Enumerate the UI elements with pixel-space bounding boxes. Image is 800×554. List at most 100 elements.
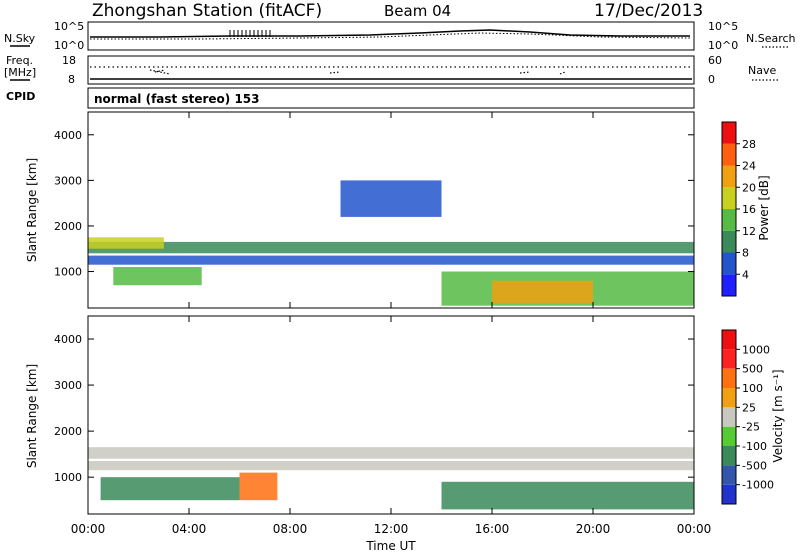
nsearch-label: N.Search [746, 32, 796, 45]
power-colorbar-label: Power [dB] [757, 175, 771, 240]
power-colorbar-tick-label-2: 12 [742, 225, 756, 238]
velocity-colorbar-swatch-6 [722, 368, 736, 388]
power-y-tick-label-1: 2000 [54, 220, 82, 233]
power-colorbar-swatch-5 [722, 165, 736, 188]
x-tick-label-2: 08:00 [273, 522, 308, 536]
velocity-y-tick-label-2: 3000 [54, 379, 82, 392]
power-colorbar-tick-label-4: 20 [742, 181, 756, 194]
power-y-ticks: 1000 2000 3000 4000 [54, 129, 694, 279]
velocity-ylabel: Slant Range [km] [25, 364, 39, 468]
velocity-y-tick-label-1: 2000 [54, 425, 82, 438]
noise-sky-trace [90, 29, 690, 38]
power-colorbar-swatch-0 [722, 274, 736, 297]
velocity-band-1 [88, 447, 694, 459]
velocity-colorbar-swatch-8 [722, 330, 736, 350]
velocity-colorbar-frame [721, 329, 737, 505]
velocity-y-tick-label-0: 1000 [54, 471, 82, 484]
cpid-panel: normal (fast stereo) 153 [87, 87, 695, 109]
nsky-label: N.Sky [4, 32, 36, 45]
velocity-colorbar-tick-label-4: -25 [742, 421, 760, 434]
time-x-ticks: 00:00 04:00 08:00 12:00 16:00 20:00 00:00 [71, 112, 712, 536]
power-colorbar-tick-label-1: 8 [742, 247, 749, 260]
velocity-colorbar-swatch-5 [722, 388, 736, 408]
power-colorbar-swatch-7 [722, 122, 736, 144]
nave-label: Nave [748, 64, 776, 77]
power-band-1 [88, 241, 694, 254]
velocity-panel: Slant Range [km] 1000 2000 3000 4000 1000 50… [25, 315, 785, 515]
velocity-band-4 [441, 481, 694, 510]
power-plot-area [88, 180, 694, 306]
date-label: 17/Dec/2013 [594, 1, 703, 21]
power-colorbar-tick-label-3: 16 [742, 203, 756, 216]
noise-panel-frame [87, 21, 695, 51]
station-title: Zhongshan Station (fitACF) [92, 1, 322, 21]
velocity-colorbar-swatch-1 [722, 465, 736, 485]
x-tick-label-0: 00:00 [71, 522, 106, 536]
freq-panel: 18 8 60 0 [62, 54, 722, 86]
nave-scatter [149, 69, 566, 75]
velocity-band-3 [239, 472, 278, 501]
freq-label: Freq. [6, 54, 33, 67]
velocity-y-ticks: 1000 2000 3000 4000 [54, 333, 694, 484]
velocity-colorbar-swatch-2 [722, 446, 736, 466]
velocity-colorbar-tick-label-7: -1000 [742, 479, 774, 492]
velocity-colorbar-tick-label-1: 500 [742, 363, 763, 376]
power-y-tick-label-0: 1000 [54, 266, 82, 279]
cpid-text: normal (fast stereo) 153 [94, 92, 260, 106]
velocity-colorbar-tick-label-2: 100 [742, 382, 763, 395]
power-panel: Slant Range [km] 1000 2000 3000 4000 4 8 12 16… [25, 111, 771, 309]
power-y-tick-label-2: 3000 [54, 174, 82, 187]
velocity-colorbar-swatch-4 [722, 407, 736, 427]
x-tick-label-3: 12:00 [374, 522, 409, 536]
power-colorbar-swatch-6 [722, 143, 736, 166]
cpid-panel-frame [87, 87, 695, 109]
power-band-0 [88, 255, 694, 265]
x-tick-label-4: 16:00 [475, 522, 510, 536]
freq-right-tick-bottom: 0 [708, 73, 715, 86]
power-colorbar-swatch-4 [722, 187, 736, 210]
power-ylabel: Slant Range [km] [25, 158, 39, 262]
mhz-label: [MHz] [4, 66, 36, 79]
power-colorbar-swatch-3 [722, 209, 736, 231]
freq-left-tick-bottom: 8 [68, 73, 75, 86]
power-band-6 [492, 280, 593, 304]
freq-left-tick-top: 18 [62, 54, 76, 67]
velocity-colorbar-swatch-3 [722, 426, 736, 446]
power-y-tick-label-3: 4000 [54, 129, 82, 142]
power-colorbar-swatch-2 [722, 230, 736, 253]
velocity-colorbar-tick-label-6: -500 [742, 459, 767, 472]
power-colorbar-tick-label-5: 24 [742, 160, 756, 173]
noise-right-tick-bottom: 10^0 [708, 39, 738, 52]
noise-panel: 10^5 10^0 10^5 10^0 [54, 20, 738, 52]
cpid-label: CPID [6, 90, 35, 103]
velocity-colorbar-label: Velocity [m s⁻¹] [771, 369, 785, 462]
velocity-colorbar-tick-label-5: -100 [742, 440, 767, 453]
power-colorbar-swatch-1 [722, 252, 736, 275]
velocity-colorbar-swatch-7 [722, 349, 736, 369]
power-colorbar-tick-label-0: 4 [742, 268, 749, 281]
power-band-2 [88, 237, 164, 249]
noise-right-tick-top: 10^5 [708, 20, 738, 33]
power-colorbar: 4 8 12 16 20 24 28 [721, 121, 756, 297]
velocity-band-2 [100, 477, 240, 501]
velocity-plot-area [88, 447, 694, 510]
power-band-3 [113, 267, 202, 286]
x-tick-label-5: 20:00 [576, 522, 611, 536]
velocity-colorbar: 1000 500 100 25 -25 -100 -500 -1000 [721, 329, 774, 505]
velocity-y-tick-label-3: 4000 [54, 333, 82, 346]
power-colorbar-tick-label-6: 28 [742, 138, 756, 151]
freq-panel-frame [87, 55, 695, 85]
noise-left-tick-bottom: 10^0 [54, 39, 84, 52]
velocity-colorbar-tick-label-3: 25 [742, 401, 756, 414]
x-tick-label-6: 00:00 [677, 522, 712, 536]
noise-left-tick-top: 10^5 [54, 20, 84, 33]
power-band-4 [340, 180, 442, 217]
beam-label: Beam 04 [384, 2, 451, 20]
x-tick-label-1: 04:00 [172, 522, 207, 536]
velocity-band-0 [88, 461, 694, 471]
freq-right-tick-top: 60 [708, 54, 722, 67]
velocity-colorbar-tick-label-0: 1000 [742, 343, 770, 356]
noise-search-trace [90, 32, 691, 40]
velocity-colorbar-swatch-0 [722, 484, 736, 504]
